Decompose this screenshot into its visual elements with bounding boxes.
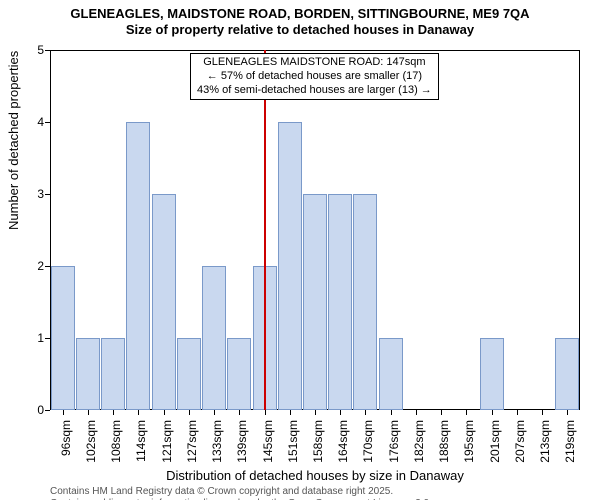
marker-line [264,50,266,410]
bar [379,338,403,410]
x-tick-label: 102sqm [84,420,98,463]
x-tick-label: 145sqm [261,420,275,463]
y-axis-label: Number of detached properties [6,51,21,230]
bar [152,194,176,410]
bar [555,338,579,410]
annotation-line: GLENEAGLES MAIDSTONE ROAD: 147sqm [197,56,432,70]
x-tick-label: 139sqm [235,420,249,463]
bar [51,266,75,410]
x-tick-label: 195sqm [462,420,476,463]
x-tick-label: 170sqm [361,420,375,463]
bar [353,194,377,410]
plot-area: 01234596sqm102sqm108sqm114sqm121sqm127sq… [50,50,580,410]
y-tick-label: 3 [30,187,44,201]
x-tick-label: 176sqm [387,420,401,463]
bar [76,338,100,410]
bar [101,338,125,410]
x-tick-label: 127sqm [185,420,199,463]
x-tick-label: 108sqm [109,420,123,463]
bar [227,338,251,410]
bar [177,338,201,410]
bar [202,266,226,410]
x-axis-label: Distribution of detached houses by size … [50,468,580,483]
x-tick-label: 182sqm [412,420,426,463]
bar [303,194,327,410]
x-tick-label: 207sqm [513,420,527,463]
annotation-box: GLENEAGLES MAIDSTONE ROAD: 147sqm← 57% o… [190,53,439,100]
footer-line-1: Contains HM Land Registry data © Crown c… [50,486,580,498]
y-tick-label: 4 [30,115,44,129]
annotation-line: ← 57% of detached houses are smaller (17… [197,70,432,84]
bar [126,122,150,410]
bar [480,338,504,410]
x-tick-label: 133sqm [210,420,224,463]
x-tick-label: 151sqm [286,420,300,463]
x-tick-label: 164sqm [336,420,350,463]
x-tick-label: 96sqm [59,420,73,456]
y-tick-label: 0 [30,403,44,417]
chart-container: { "title": { "line1": "GLENEAGLES, MAIDS… [0,0,600,500]
title-line-1: GLENEAGLES, MAIDSTONE ROAD, BORDEN, SITT… [0,6,600,22]
bar [328,194,352,410]
annotation-line: 43% of semi-detached houses are larger (… [197,84,432,98]
x-tick-label: 158sqm [311,420,325,463]
x-tick-label: 121sqm [160,420,174,463]
chart-title: GLENEAGLES, MAIDSTONE ROAD, BORDEN, SITT… [0,0,600,39]
x-tick-label: 201sqm [488,420,502,463]
bar [278,122,302,410]
x-tick-label: 219sqm [563,420,577,463]
x-tick-label: 188sqm [437,420,451,463]
footer-attribution: Contains HM Land Registry data © Crown c… [50,486,580,500]
y-tick-label: 2 [30,259,44,273]
x-tick-label: 114sqm [134,420,148,462]
title-line-2: Size of property relative to detached ho… [0,22,600,38]
y-tick-label: 1 [30,331,44,345]
y-tick-label: 5 [30,43,44,57]
x-tick-label: 213sqm [538,420,552,463]
